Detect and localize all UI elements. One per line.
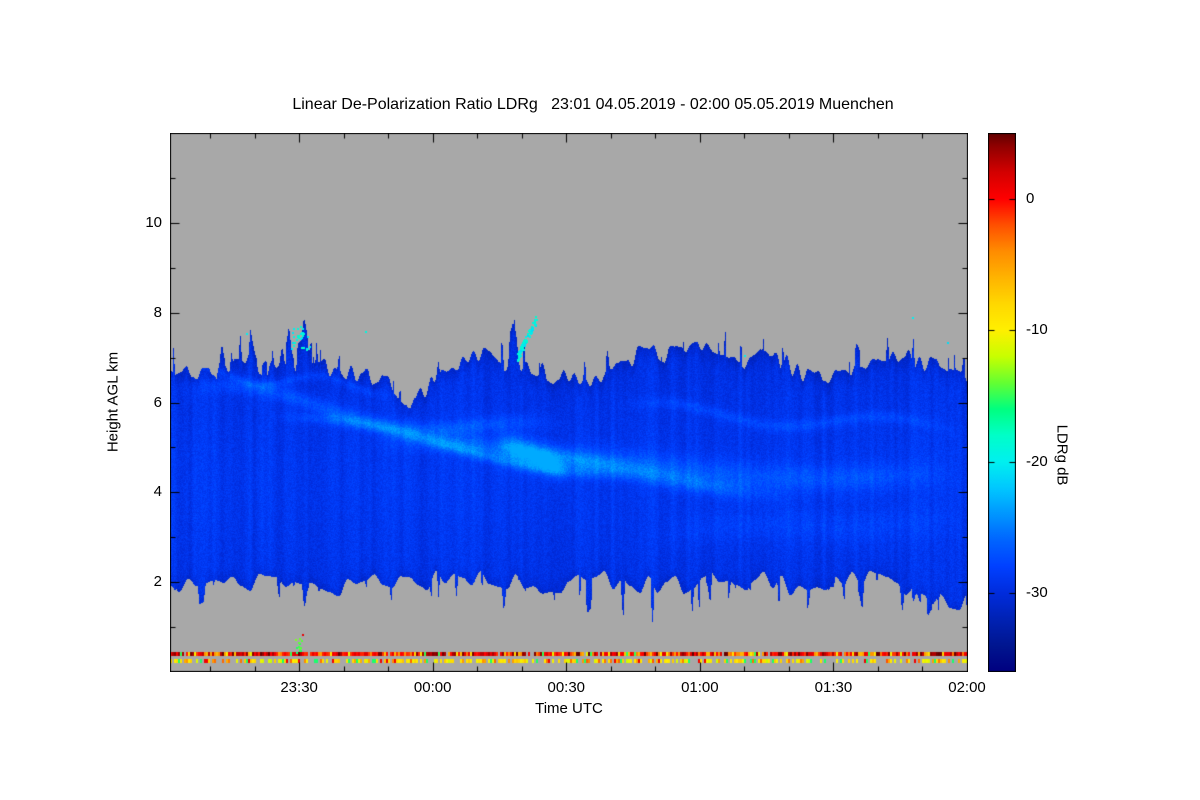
x-tick-label: 01:00 [681, 679, 719, 696]
x-tick-label: 00:00 [413, 679, 452, 696]
x-axis-label: Time UTC [535, 700, 603, 717]
y-tick-label: 2 [153, 573, 162, 591]
colorbar [988, 133, 1016, 672]
x-tick-label: 23:30 [280, 679, 318, 696]
colorbar-label: LDRg dB [1053, 424, 1071, 486]
y-tick-label: 8 [153, 303, 162, 321]
x-tick-label: 02:00 [948, 679, 986, 696]
chart-title: Linear De-Polarization Ratio LDRg 23:01 … [292, 96, 894, 113]
colorbar-tick-label: -20 [1026, 452, 1048, 470]
y-tick-label: 10 [145, 213, 162, 231]
colorbar-tick-label: -30 [1026, 584, 1048, 602]
y-tick-label: 6 [153, 393, 162, 411]
x-tick-label: 00:30 [547, 679, 586, 696]
y-tick-label: 4 [153, 483, 162, 501]
colorbar-tick-label: -10 [1026, 321, 1048, 339]
heatmap-plot-area [170, 133, 968, 672]
colorbar-tick-label: 0 [1026, 189, 1035, 207]
x-tick-label: 01:30 [814, 679, 853, 696]
